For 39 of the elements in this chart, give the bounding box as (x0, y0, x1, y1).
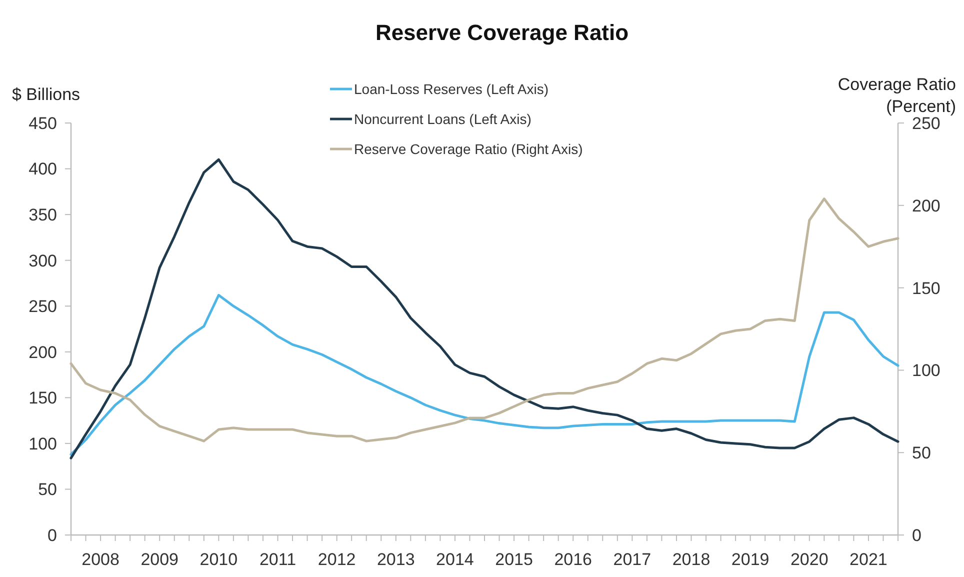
legend-label: Noncurrent Loans (Left Axis) (354, 110, 532, 127)
x-tick-label: 2012 (318, 550, 356, 569)
y-tick-label: 450 (28, 114, 57, 133)
y2-tick-label: 100 (912, 361, 940, 380)
x-tick-label: 2018 (672, 550, 710, 569)
y-axis-title: $ Billions (12, 85, 80, 104)
x-tick-label: 2010 (200, 550, 238, 569)
y-tick-label: 400 (28, 160, 57, 179)
x-tick-label: 2009 (140, 550, 179, 569)
line-series (70, 198, 900, 442)
legend-label: Loan-Loss Reserves (Left Axis) (354, 80, 549, 97)
y2-tick-label: 150 (912, 278, 940, 298)
x-tick-label: 2017 (613, 550, 652, 569)
x-tick-label: 2008 (82, 550, 120, 569)
x-tick-label: 2019 (731, 550, 770, 569)
x-tick-label: 2014 (436, 550, 474, 569)
line-series (70, 294, 900, 456)
y-tick-label: 0 (48, 526, 57, 545)
legend-label: Reserve Coverage Ratio (Right Axis) (354, 140, 583, 157)
x-tick-label: 2020 (790, 550, 828, 569)
y-tick-label: 250 (28, 297, 57, 316)
y2-tick-label: 0 (912, 526, 922, 545)
y2-tick-label: 50 (912, 444, 931, 463)
line-series (70, 158, 900, 460)
y2-tick-label: 200 (912, 196, 940, 216)
y-tick-label: 350 (28, 206, 57, 225)
y-tick-label: 200 (28, 342, 57, 362)
x-tick-label: 2015 (495, 550, 533, 569)
y-tick-label: 100 (28, 434, 57, 454)
y2-tick-label: 250 (912, 114, 940, 133)
y-tick-label: 150 (28, 388, 57, 408)
x-tick-label: 2011 (259, 550, 296, 569)
x-tick-label: 2021 (850, 550, 888, 569)
y-tick-label: 50 (38, 480, 57, 500)
x-tick-label: 2016 (554, 550, 592, 569)
y2-axis-title: Coverage Ratio (Percent) (838, 75, 956, 116)
x-tick-label: 2013 (376, 550, 415, 569)
chart-title: Reserve Coverage Ratio (375, 20, 629, 45)
y-tick-label: 300 (28, 251, 57, 270)
